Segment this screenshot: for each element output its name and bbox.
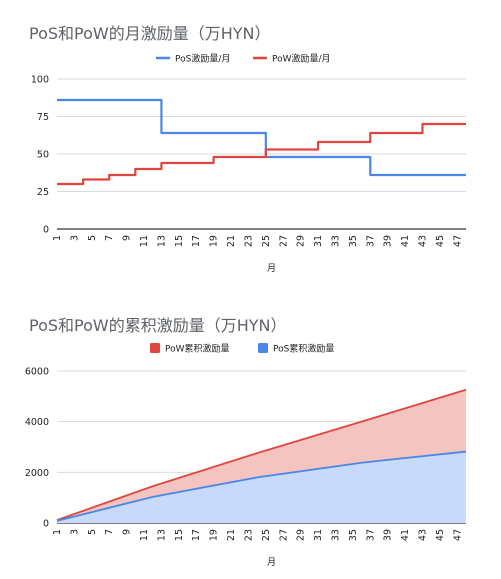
y-tick-label: 4000 — [25, 417, 49, 428]
x-tick-label: 7 — [104, 529, 115, 535]
x-tick-label: 1 — [52, 235, 63, 241]
x-tick-label: 13 — [156, 529, 167, 541]
x-tick-label: 35 — [348, 529, 359, 541]
y-tick-label: 0 — [43, 225, 49, 236]
x-tick-label: 29 — [296, 529, 307, 541]
y-tick-label: 6000 — [25, 367, 49, 378]
x-tick-label: 5 — [87, 529, 98, 535]
pow-line-series — [57, 122, 466, 186]
y-tick-label: 0 — [43, 519, 49, 530]
legend-label: PoW累积激励量 — [165, 343, 230, 355]
x-tick-label: 3 — [69, 235, 80, 241]
x-tick-label: 21 — [226, 529, 237, 541]
x-tick-label: 15 — [174, 529, 185, 541]
x-tick-label: 33 — [330, 235, 341, 247]
pow-line — [56, 388, 467, 521]
x-tick-label: 25 — [261, 529, 272, 541]
x-tick-label: 21 — [226, 235, 237, 247]
y-tick-label: 50 — [37, 150, 49, 161]
x-tick-label: 41 — [400, 529, 411, 541]
legend-label: PoS激励量/月 — [175, 53, 230, 65]
pos-area — [57, 451, 466, 523]
x-tick-label: 43 — [417, 529, 428, 541]
x-tick-label: 11 — [139, 235, 150, 247]
x-tick-label: 17 — [191, 235, 202, 247]
x-tick-label: 25 — [261, 235, 272, 247]
x-tick-label: 37 — [365, 235, 376, 247]
x-tick-label: 45 — [435, 235, 446, 247]
x-tick-label: 45 — [435, 529, 446, 541]
x-tick-label: 13 — [156, 235, 167, 247]
x-tick-label: 39 — [383, 529, 394, 541]
legend-label: PoW激励量/月 — [272, 53, 331, 65]
x-tick-label: 17 — [191, 529, 202, 541]
x-tick-label: 3 — [69, 529, 80, 535]
chart-title: PoS和PoW的月激励量（万HYN） — [29, 24, 271, 43]
x-tick-label: 43 — [417, 235, 428, 247]
legend-swatch — [150, 343, 160, 353]
x-tick-label: 7 — [104, 235, 115, 241]
x-tick-label: 29 — [296, 235, 307, 247]
y-tick-label: 100 — [31, 75, 49, 86]
x-tick-label: 23 — [243, 529, 254, 541]
chart-title: PoS和PoW的累积激励量（万HYN） — [29, 316, 287, 335]
y-tick-label: 25 — [37, 187, 49, 198]
y-tick-label: 75 — [37, 112, 49, 123]
y-tick-label: 2000 — [25, 468, 49, 479]
x-tick-label: 47 — [452, 235, 463, 247]
x-tick-label: 39 — [383, 235, 394, 247]
x-tick-label: 9 — [122, 235, 133, 241]
chart-monthly-incentive: PoS和PoW的月激励量（万HYN） PoS激励量/月 PoW激励量/月 0 25 50… — [0, 0, 501, 285]
x-tick-label: 1 — [52, 529, 63, 535]
x-tick-label: 47 — [452, 529, 463, 541]
x-tick-label: 37 — [365, 529, 376, 541]
x-tick-label: 27 — [278, 529, 289, 541]
x-tick-label: 5 — [87, 235, 98, 241]
pos-line-series — [57, 98, 466, 177]
pow-area — [57, 389, 466, 521]
x-tick-label: 19 — [209, 235, 220, 247]
x-tick-label: 19 — [209, 529, 220, 541]
x-tick-label: 31 — [313, 235, 324, 247]
x-tick-label: 41 — [400, 235, 411, 247]
x-tick-label: 27 — [278, 235, 289, 247]
chart-cumulative-incentive: PoS和PoW的累积激励量（万HYN） PoW累积激励量 PoS累积激励量 0 200… — [0, 300, 501, 579]
x-tick-label: 33 — [330, 529, 341, 541]
x-tick-label: 15 — [174, 235, 185, 247]
x-axis-title: 月 — [267, 263, 276, 274]
legend-swatch — [258, 343, 268, 353]
x-tick-label: 9 — [122, 529, 133, 535]
x-tick-label: 11 — [139, 529, 150, 541]
x-tick-label: 35 — [348, 235, 359, 247]
x-tick-label: 31 — [313, 529, 324, 541]
legend-label: PoS累积激励量 — [273, 343, 334, 355]
x-axis-title: 月 — [267, 557, 276, 568]
x-tick-label: 23 — [243, 235, 254, 247]
pos-line — [56, 450, 467, 522]
